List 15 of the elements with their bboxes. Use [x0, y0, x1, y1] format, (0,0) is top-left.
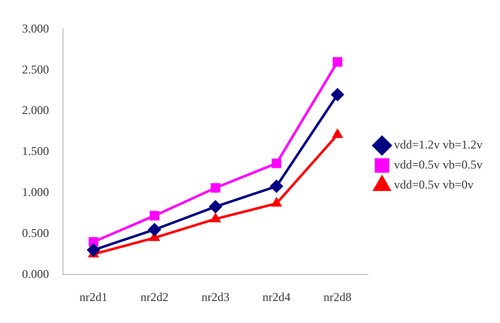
- y-tick-label: 3.000: [22, 21, 49, 36]
- legend-label: vdd=1.2v vb=1.2v: [394, 138, 483, 152]
- x-tick-label: nr2d8: [324, 290, 352, 304]
- x-tick-label: nr2d2: [140, 290, 168, 304]
- y-tick-label: 2.500: [22, 62, 49, 76]
- y-tick-label: 1.500: [22, 144, 49, 158]
- legend-label: vdd=0.5v vb=0v: [394, 178, 474, 192]
- x-tick-label: nr2d3: [202, 290, 230, 304]
- y-tick-label: 2.000: [22, 103, 49, 118]
- x-tick-label: nr2d1: [80, 290, 108, 304]
- y-tick-label: 0.000: [22, 266, 49, 281]
- y-tick-label: 0.500: [22, 226, 49, 240]
- y-tick-label: 1.000: [22, 184, 49, 199]
- legend-label: vdd=0.5v vb=0.5v: [394, 158, 483, 172]
- x-tick-label: nr2d4: [262, 290, 290, 304]
